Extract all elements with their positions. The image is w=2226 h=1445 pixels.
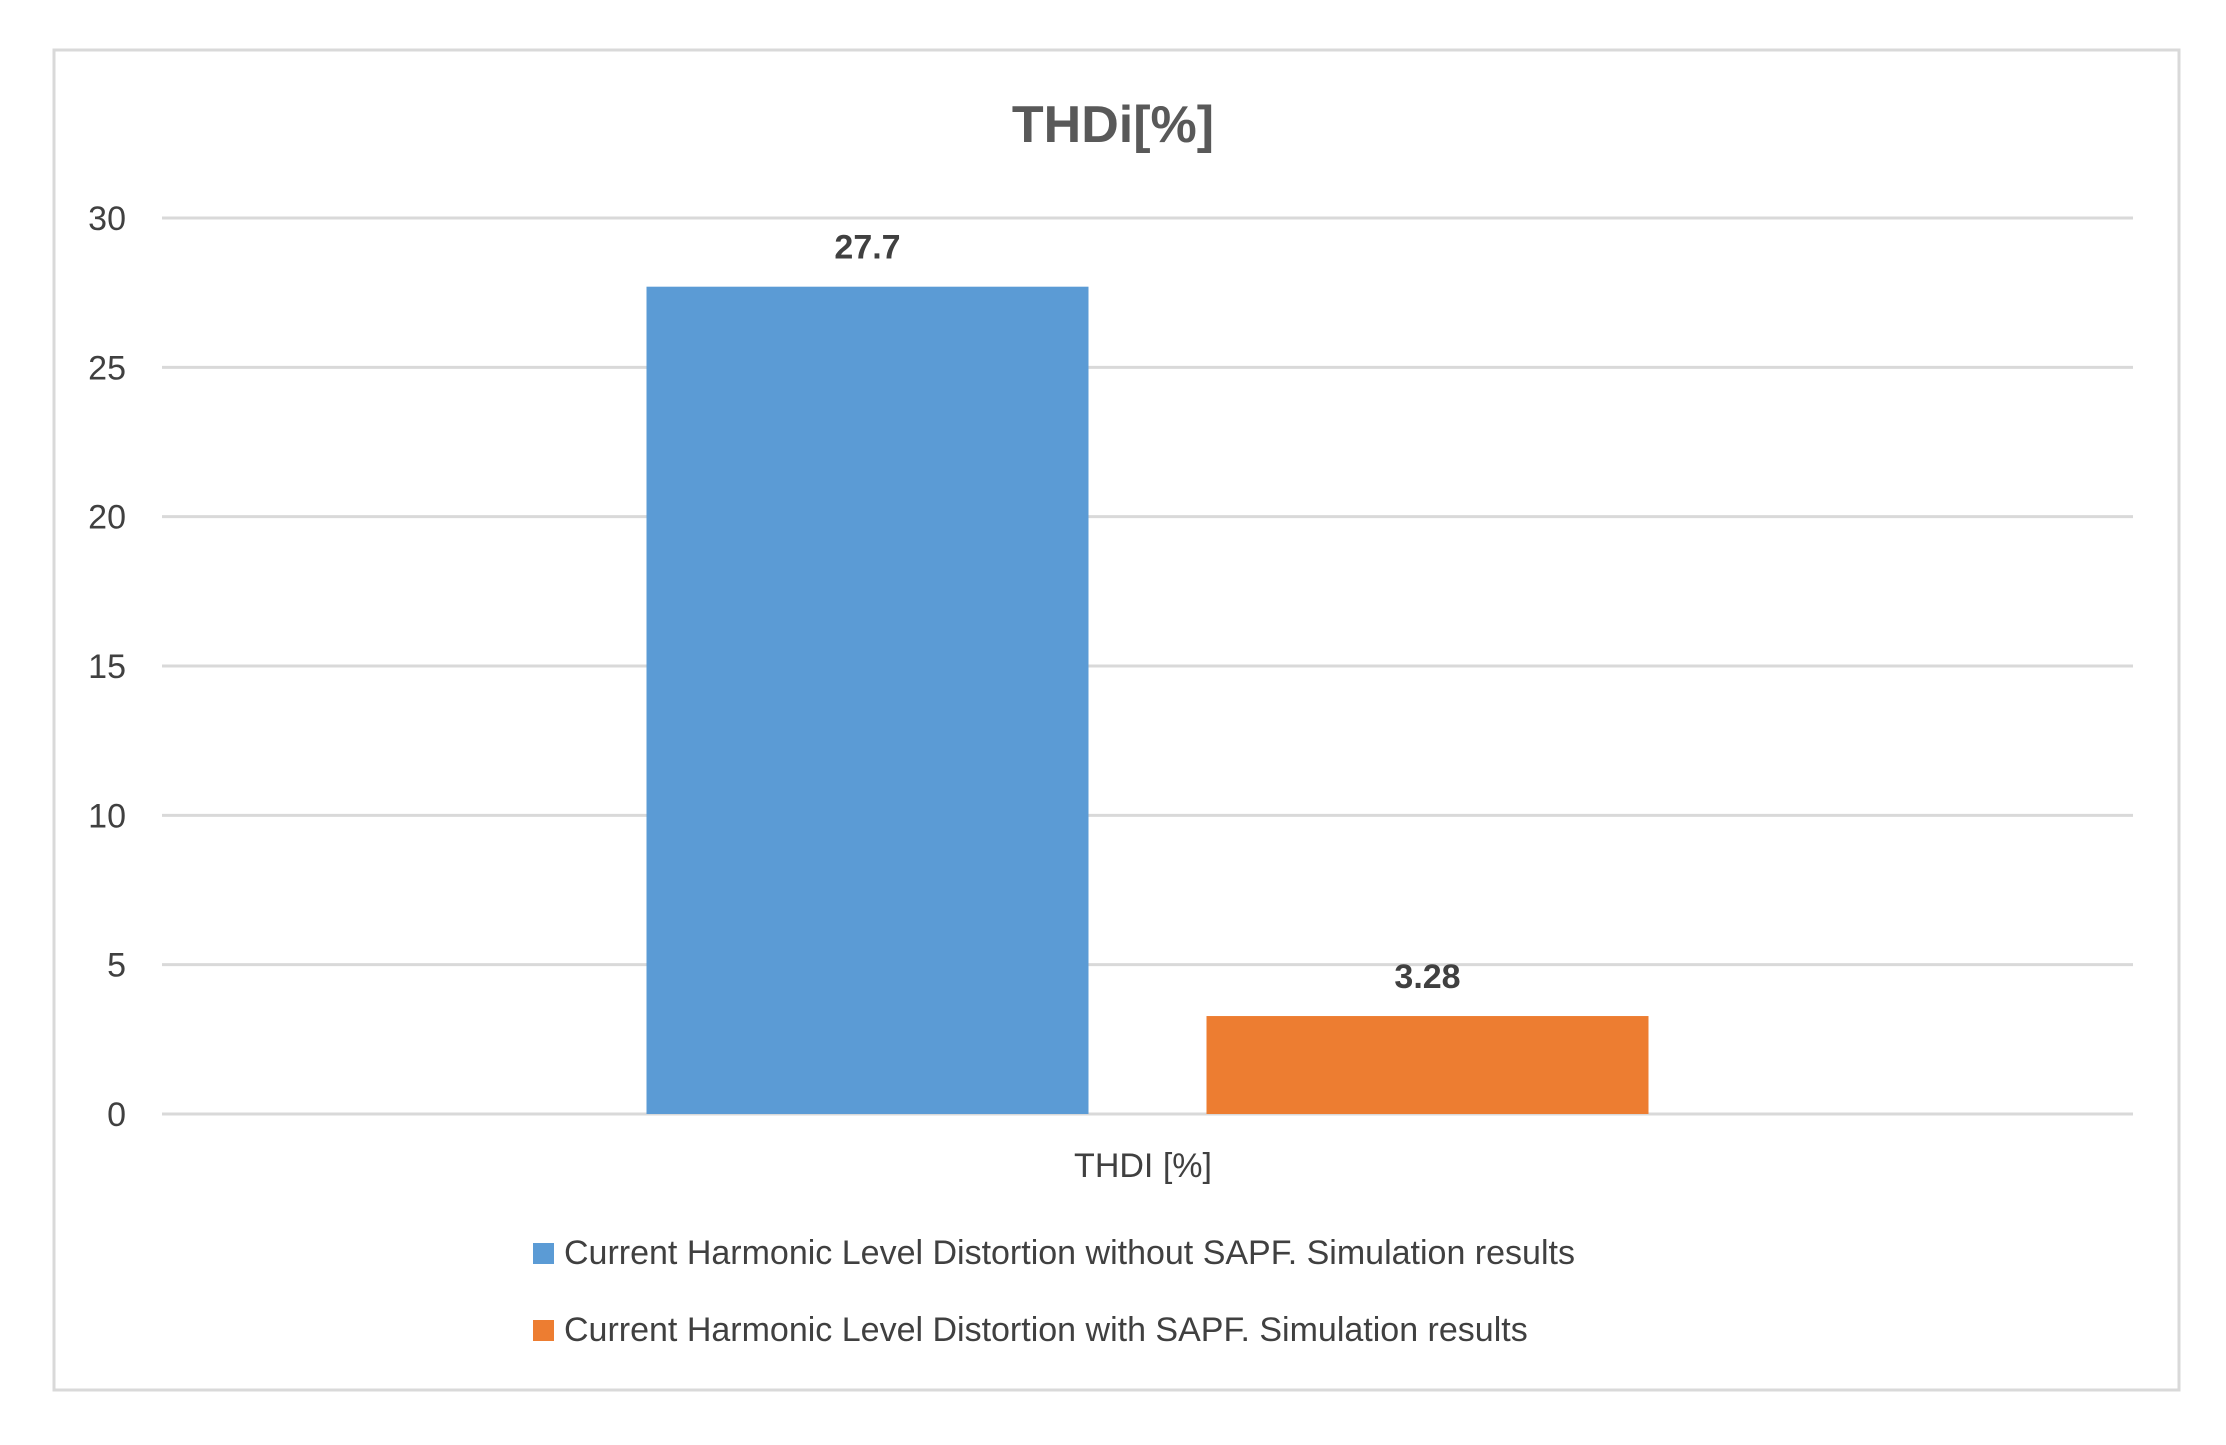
y-tick-label: 15 [88,648,126,686]
legend-label-without-sapf: Current Harmonic Level Distortion withou… [564,1234,1575,1272]
legend-swatch-with-sapf [533,1320,554,1341]
bar-series-1 [646,286,1089,1114]
data-labels: 27.7 3.28 [834,229,1460,996]
y-tick-label: 10 [88,797,126,835]
gridlines [162,216,2133,1116]
y-tick-label: 5 [107,947,126,985]
y-axis-tick-labels: 0 5 10 15 20 25 30 [88,200,126,1134]
bar-series-2 [1206,1016,1649,1114]
y-tick-label: 30 [88,200,126,238]
data-label-series-1: 27.7 [834,229,900,267]
y-tick-label: 0 [107,1096,126,1134]
legend: Current Harmonic Level Distortion withou… [533,1234,1575,1349]
legend-label-with-sapf: Current Harmonic Level Distortion with S… [564,1311,1528,1349]
chart-title: THDi[%] [1012,96,1214,154]
x-axis-category-label: THDI [%] [1074,1147,1212,1185]
y-tick-label: 20 [88,499,126,537]
y-tick-label: 25 [88,349,126,387]
legend-swatch-without-sapf [533,1243,554,1264]
chart-frame [52,48,2181,1392]
bars [646,286,1649,1114]
data-label-series-2: 3.28 [1394,958,1460,996]
